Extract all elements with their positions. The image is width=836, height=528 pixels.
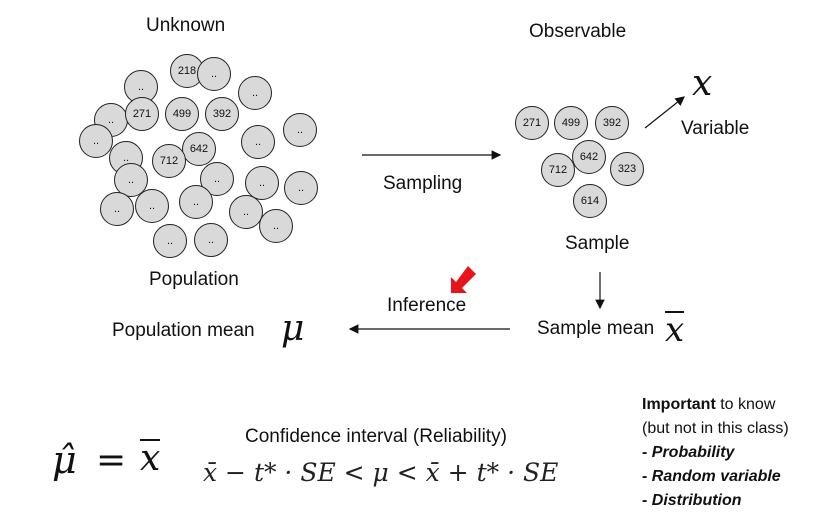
note-item-random-variable: - Random variable (642, 468, 781, 485)
estimator-x-bar: x (140, 438, 161, 479)
mu-symbol: μ (281, 308, 305, 349)
sampling-label: Sampling (383, 173, 463, 194)
population-mean-label: Population mean (112, 320, 255, 341)
variable-arrow (644, 96, 685, 129)
sample-mean-label: Sample mean (537, 318, 655, 339)
population-ball: .. (241, 125, 275, 159)
observable-label: Observable (529, 21, 627, 42)
note-item-distribution: - Distribution (642, 492, 742, 509)
sample-ball: 614 (573, 184, 607, 218)
population-ball: .. (197, 57, 231, 91)
population-ball: 499 (165, 97, 199, 131)
sample-ball: 323 (610, 152, 644, 186)
population-ball: .. (284, 171, 318, 205)
inference-label: Inference (387, 295, 467, 316)
estimator-x-bar-symbol: x (140, 438, 161, 479)
population-ball: .. (179, 185, 213, 219)
population-ball: 392 (205, 97, 239, 131)
important-note: Important to know (but not in this class… (642, 393, 789, 513)
red-pointer-arrow (451, 266, 476, 293)
sample-label: Sample (565, 233, 630, 254)
confidence-interval-formula: x̄ − t* · SE < μ < x̄ + t* · SE (203, 458, 559, 487)
population-ball: .. (229, 195, 263, 229)
population-ball: .. (283, 113, 317, 147)
population-ball: .. (194, 223, 228, 257)
population-ball: .. (153, 224, 187, 258)
population-ball: .. (135, 189, 169, 223)
mu-hat-symbol: μ̂ (52, 438, 77, 482)
population-label: Population (149, 269, 239, 290)
population-ball: .. (245, 166, 279, 200)
sample-ball: 642 (572, 140, 606, 174)
sample-ball: 271 (515, 106, 549, 140)
variable-symbol: x (692, 63, 713, 104)
population-ball: 642 (182, 132, 216, 166)
unknown-label: Unknown (146, 15, 226, 36)
important-line: Important to know (642, 393, 789, 417)
important-rest: to know (715, 396, 776, 413)
sample-mean-symbol: x (665, 310, 685, 350)
population-ball: 271 (125, 97, 159, 131)
population-ball: 712 (152, 144, 186, 178)
note-line-2: (but not in this class) (642, 420, 789, 437)
population-ball: .. (238, 76, 272, 110)
confidence-interval-label: Confidence interval (Reliability) (245, 426, 507, 447)
important-bold: Important (642, 396, 716, 413)
sample-ball: 712 (541, 153, 575, 187)
population-ball: .. (259, 209, 293, 243)
variable-label: Variable (681, 118, 750, 139)
population-ball: .. (100, 192, 134, 226)
population-ball: .. (79, 124, 113, 158)
sample-ball: 392 (595, 106, 629, 140)
note-item-probability: - Probability (642, 444, 735, 461)
sample-ball: 499 (554, 106, 588, 140)
equals-symbol: = (96, 440, 127, 481)
x-bar-symbol: x (665, 310, 685, 350)
